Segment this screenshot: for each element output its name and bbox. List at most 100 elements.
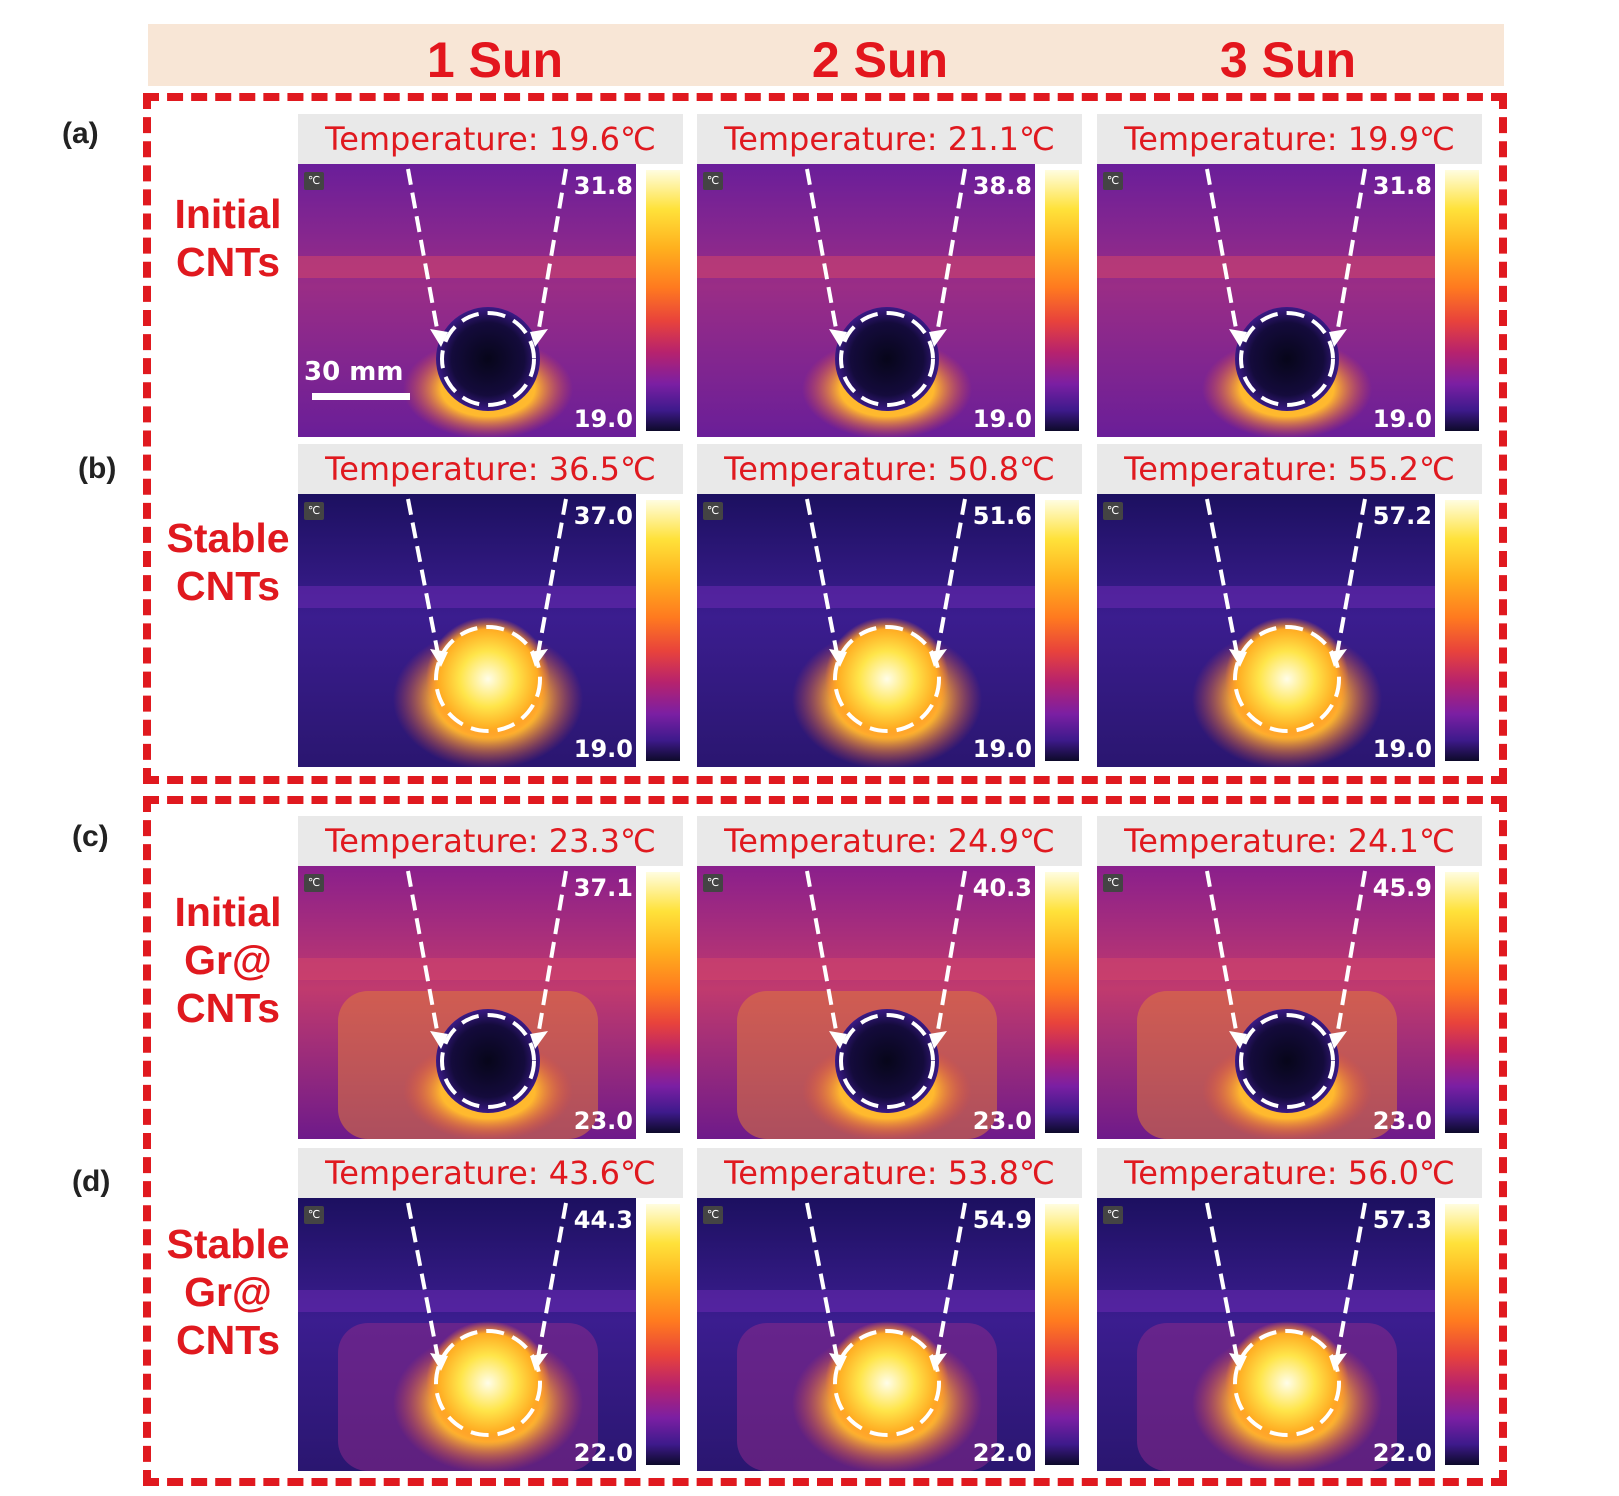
thermal-image-frame [697,1198,1035,1471]
temperature-readout: Temperature: 50.8℃ [697,444,1082,494]
max-temperature-label: 31.8 [573,172,633,200]
column-title-1-sun: 1 Sun [426,32,564,88]
temperature-readout: Temperature: 21.1℃ [697,114,1082,164]
max-temperature-label: 31.8 [1372,172,1432,200]
color-scale-bar [1445,1204,1479,1465]
thermal-tile: Temperature: 36.5℃ ℃ 37.0 19.0 [298,444,683,767]
max-temperature-label: 51.6 [972,502,1032,530]
max-temperature-label: 54.9 [972,1206,1032,1234]
thermal-image [697,866,1035,1139]
panel-label-d: (d) [72,1165,111,1198]
thermal-tile: Temperature: 24.1℃ ℃ 45.9 23.0 [1097,816,1482,1139]
temperature-readout: Temperature: 43.6℃ [298,1148,683,1198]
thermal-image [697,164,1035,437]
thermal-image [697,1198,1035,1471]
temperature-readout: Temperature: 36.5℃ [298,444,683,494]
panel-label-c: (c) [72,820,109,853]
thermal-image-frame [298,494,636,767]
thermal-image [697,494,1035,767]
celsius-unit-icon: ℃ [703,502,723,520]
color-scale-bar [1445,872,1479,1133]
max-temperature-label: 57.2 [1372,502,1432,530]
min-temperature-label: 19.0 [573,405,633,433]
thermal-image [1097,866,1435,1139]
min-temperature-label: 19.0 [1372,735,1432,763]
temperature-readout: Temperature: 24.1℃ [1097,816,1482,866]
color-scale-bar [1045,1204,1079,1465]
temperature-readout: Temperature: 55.2℃ [1097,444,1482,494]
color-scale-bar [1045,500,1079,761]
row-label-initial-gr-cnts: Initial Gr@ CNTs [174,889,282,1031]
temperature-readout: Temperature: 53.8℃ [697,1148,1082,1198]
column-header-band [148,24,1504,86]
min-temperature-label: 22.0 [573,1439,633,1467]
color-scale-bar [1445,500,1479,761]
thermal-tile: Temperature: 55.2℃ ℃ 57.2 19.0 [1097,444,1482,767]
thermal-image [1097,494,1435,767]
thermal-tile: Temperature: 24.9℃ ℃ 40.3 23.0 [697,816,1082,1139]
thermal-tile: Temperature: 19.6℃ ℃ 31.8 19.0 [298,114,683,437]
min-temperature-label: 22.0 [972,1439,1032,1467]
thermal-image-frame [697,866,1035,1139]
scale-bar [312,393,410,400]
min-temperature-label: 19.0 [573,735,633,763]
celsius-unit-icon: ℃ [1103,874,1123,892]
min-temperature-label: 19.0 [972,405,1032,433]
thermal-image [298,164,636,437]
color-scale-bar [1445,170,1479,431]
temperature-readout: Temperature: 19.9℃ [1097,114,1482,164]
thermal-image-frame [298,866,636,1139]
thermal-tile: Temperature: 19.9℃ ℃ 31.8 19.0 [1097,114,1482,437]
gr-cnts-group-box [143,796,1507,1486]
row-label-stable-gr-cnts: Stable Gr@ CNTs [166,1221,290,1363]
celsius-unit-icon: ℃ [703,172,723,190]
temperature-readout: Temperature: 24.9℃ [697,816,1082,866]
cnts-group-box [143,93,1507,784]
celsius-unit-icon: ℃ [304,874,324,892]
max-temperature-label: 45.9 [1372,874,1432,902]
thermal-image [1097,1198,1435,1471]
celsius-unit-icon: ℃ [1103,502,1123,520]
max-temperature-label: 44.3 [573,1206,633,1234]
max-temperature-label: 37.0 [573,502,633,530]
temperature-readout: Temperature: 19.6℃ [298,114,683,164]
min-temperature-label: 23.0 [573,1107,633,1135]
thermal-tile: Temperature: 50.8℃ ℃ 51.6 19.0 [697,444,1082,767]
color-scale-bar [1045,872,1079,1133]
row-label-stable-cnts: Stable CNTs [166,515,290,609]
min-temperature-label: 22.0 [1372,1439,1432,1467]
celsius-unit-icon: ℃ [1103,1206,1123,1224]
celsius-unit-icon: ℃ [304,1206,324,1224]
thermal-image-frame [298,1198,636,1471]
thermal-image-frame [1097,494,1435,767]
celsius-unit-icon: ℃ [304,502,324,520]
thermal-image-frame [697,494,1035,767]
celsius-unit-icon: ℃ [1103,172,1123,190]
thermal-tile: Temperature: 43.6℃ ℃ 44.3 22.0 [298,1148,683,1471]
color-scale-bar [646,1204,680,1465]
max-temperature-label: 38.8 [972,172,1032,200]
panel-label-b: (b) [78,452,117,485]
celsius-unit-icon: ℃ [703,1206,723,1224]
thermal-tile: Temperature: 56.0℃ ℃ 57.3 22.0 [1097,1148,1482,1471]
panel-label-a: (a) [62,117,99,150]
temperature-readout: Temperature: 56.0℃ [1097,1148,1482,1198]
color-scale-bar [646,872,680,1133]
thermal-tile: Temperature: 53.8℃ ℃ 54.9 22.0 [697,1148,1082,1471]
row-label-initial-cnts: Initial CNTs [174,191,282,285]
thermal-image-frame [1097,1198,1435,1471]
thermal-image [298,1198,636,1471]
thermal-image-frame [1097,164,1435,437]
scale-bar-label: 30 mm [304,357,404,387]
min-temperature-label: 23.0 [1372,1107,1432,1135]
celsius-unit-icon: ℃ [703,874,723,892]
color-scale-bar [646,170,680,431]
color-scale-bar [1045,170,1079,431]
min-temperature-label: 19.0 [1372,405,1432,433]
thermal-image-frame [697,164,1035,437]
thermal-tile: Temperature: 23.3℃ ℃ 37.1 23.0 [298,816,683,1139]
column-title-2-sun: 2 Sun [811,32,949,88]
thermal-tile: Temperature: 21.1℃ ℃ 38.8 19.0 [697,114,1082,437]
max-temperature-label: 37.1 [573,874,633,902]
min-temperature-label: 19.0 [972,735,1032,763]
